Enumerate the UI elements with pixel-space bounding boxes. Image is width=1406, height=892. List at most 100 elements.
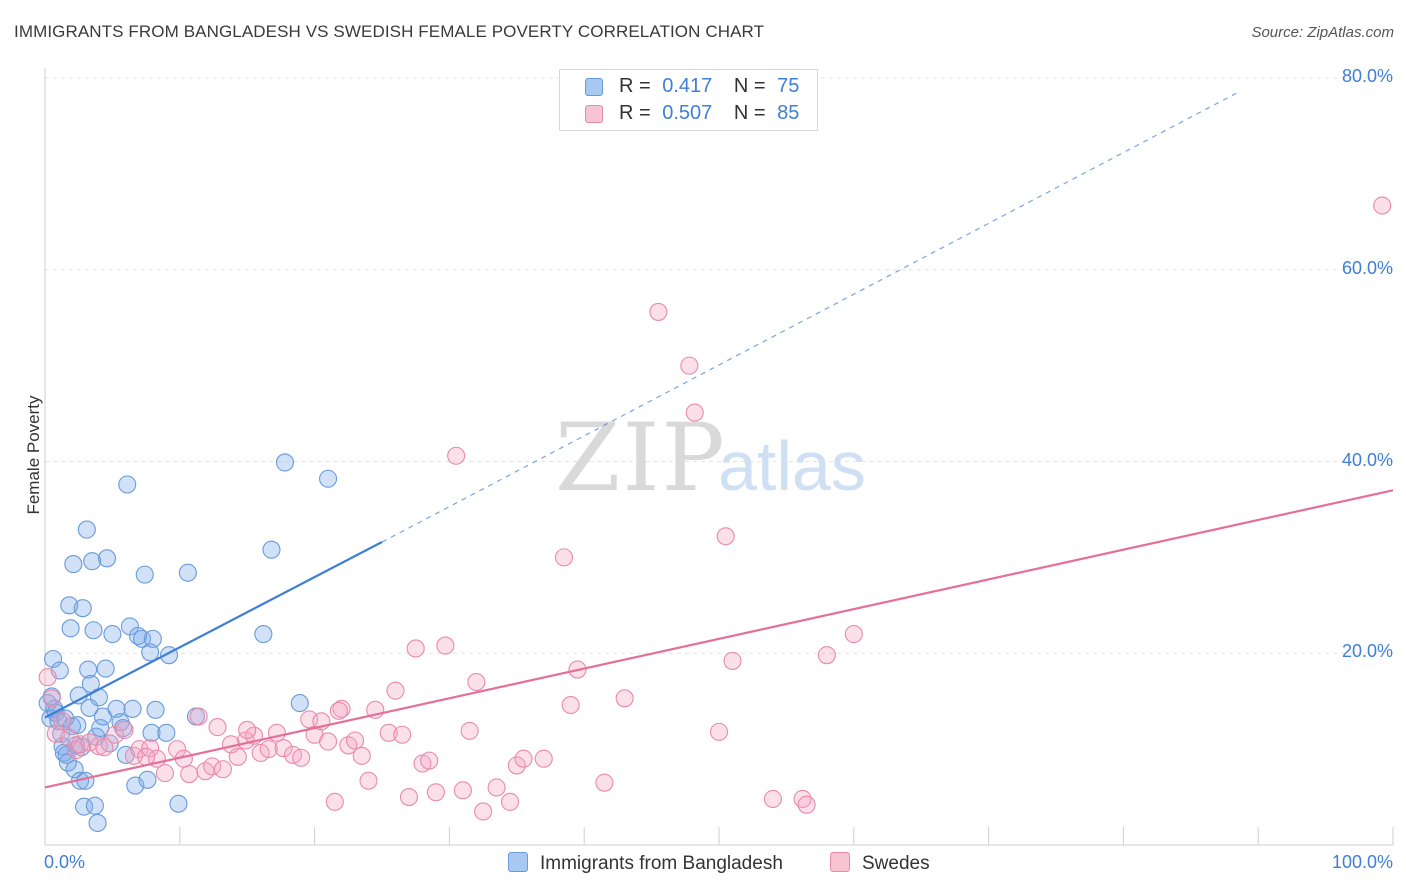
data-point <box>93 707 113 726</box>
data-point <box>83 552 102 571</box>
legend-n-value: 75 <box>777 75 800 97</box>
correlation-legend: R = 0.417 N = 75 R = 0.507 N = 85 <box>559 69 818 131</box>
data-point <box>44 649 63 669</box>
y-axis-label: Female Poverty <box>24 395 43 515</box>
data-point <box>60 596 79 615</box>
data-point <box>65 760 84 779</box>
y-tick-label: 40.0% <box>1341 449 1393 470</box>
legend-r-label: R = <box>619 102 651 124</box>
data-point <box>57 745 76 764</box>
legend-n-label: N = <box>733 75 766 97</box>
legend-n-label: N = <box>733 102 766 124</box>
data-point <box>325 792 344 811</box>
watermark: ZIP atlas <box>555 404 866 513</box>
data-point <box>189 707 208 726</box>
series-label-swedes: Swedes <box>862 853 930 874</box>
trend-line-bangladesh-extension <box>381 91 1239 543</box>
data-point <box>275 453 294 472</box>
y-tick-label: 20.0% <box>1341 641 1393 662</box>
data-point <box>420 751 439 770</box>
legend-r-label: R = <box>619 75 651 97</box>
data-point <box>180 765 199 784</box>
legend-n-value: 85 <box>777 102 800 124</box>
data-point <box>436 636 455 655</box>
data-point <box>359 771 378 790</box>
data-point <box>332 699 351 718</box>
data-point <box>514 749 533 768</box>
data-point <box>615 689 634 708</box>
data-point <box>534 749 553 768</box>
data-point <box>88 813 107 832</box>
data-point <box>79 660 98 679</box>
data-point <box>649 302 668 321</box>
data-point <box>290 694 309 713</box>
data-point <box>723 651 742 670</box>
data-point <box>89 737 108 756</box>
data-point <box>763 789 782 809</box>
data-point <box>319 732 338 751</box>
data-points <box>38 196 1392 832</box>
watermark-atlas: atlas <box>718 427 866 505</box>
data-point <box>844 625 863 644</box>
data-point <box>64 555 83 574</box>
data-point <box>103 625 122 644</box>
data-point <box>507 756 526 775</box>
data-point <box>238 720 257 740</box>
x-tick-label-max: 100.0% <box>1331 852 1393 872</box>
data-point <box>680 356 699 375</box>
data-point <box>135 565 154 584</box>
data-point <box>73 599 92 618</box>
data-point <box>106 725 125 744</box>
data-point <box>115 720 134 740</box>
data-point <box>379 723 398 742</box>
data-point <box>352 746 371 765</box>
data-point <box>42 689 61 708</box>
trend-lines <box>44 91 1394 789</box>
data-point <box>97 549 117 568</box>
series-label-bangladesh: Immigrants from Bangladesh <box>540 853 783 874</box>
data-point <box>203 757 222 776</box>
data-point <box>501 792 520 811</box>
data-point <box>141 739 160 758</box>
legend-r-value: 0.507 <box>662 102 713 124</box>
trend-line-swedes <box>44 489 1394 789</box>
data-point <box>259 740 278 759</box>
data-point <box>345 731 365 750</box>
data-point <box>123 699 142 718</box>
series-legend-bangladesh: Immigrants from Bangladesh <box>508 852 783 875</box>
series-legend-swedes: Swedes <box>830 852 930 875</box>
data-point <box>716 527 735 546</box>
data-point <box>797 795 816 814</box>
data-point <box>709 722 729 741</box>
source-label: Source: ZipAtlas.com <box>1251 24 1394 41</box>
data-point <box>554 548 574 567</box>
data-point <box>38 668 57 687</box>
data-point <box>254 625 273 644</box>
data-point <box>460 721 479 740</box>
data-point <box>386 681 405 700</box>
data-point <box>262 540 281 559</box>
data-point <box>447 446 466 465</box>
data-point <box>53 712 72 731</box>
data-point <box>817 646 836 665</box>
data-point <box>107 699 126 718</box>
series-swatch-swedes <box>830 852 850 872</box>
y-tick-label: 60.0% <box>1341 257 1393 278</box>
data-point <box>399 788 419 807</box>
data-point <box>561 695 580 715</box>
data-point <box>213 760 232 779</box>
data-point <box>95 738 114 757</box>
data-point <box>178 563 197 582</box>
data-point <box>142 723 161 742</box>
data-point <box>80 733 99 752</box>
trend-line-bangladesh <box>44 541 383 719</box>
data-point <box>453 781 472 800</box>
data-point <box>685 403 704 422</box>
legend-r-value: 0.417 <box>662 75 713 97</box>
data-point <box>141 643 160 662</box>
data-point <box>96 659 115 678</box>
data-point <box>118 475 137 494</box>
data-point <box>137 747 156 766</box>
data-point <box>426 783 445 802</box>
